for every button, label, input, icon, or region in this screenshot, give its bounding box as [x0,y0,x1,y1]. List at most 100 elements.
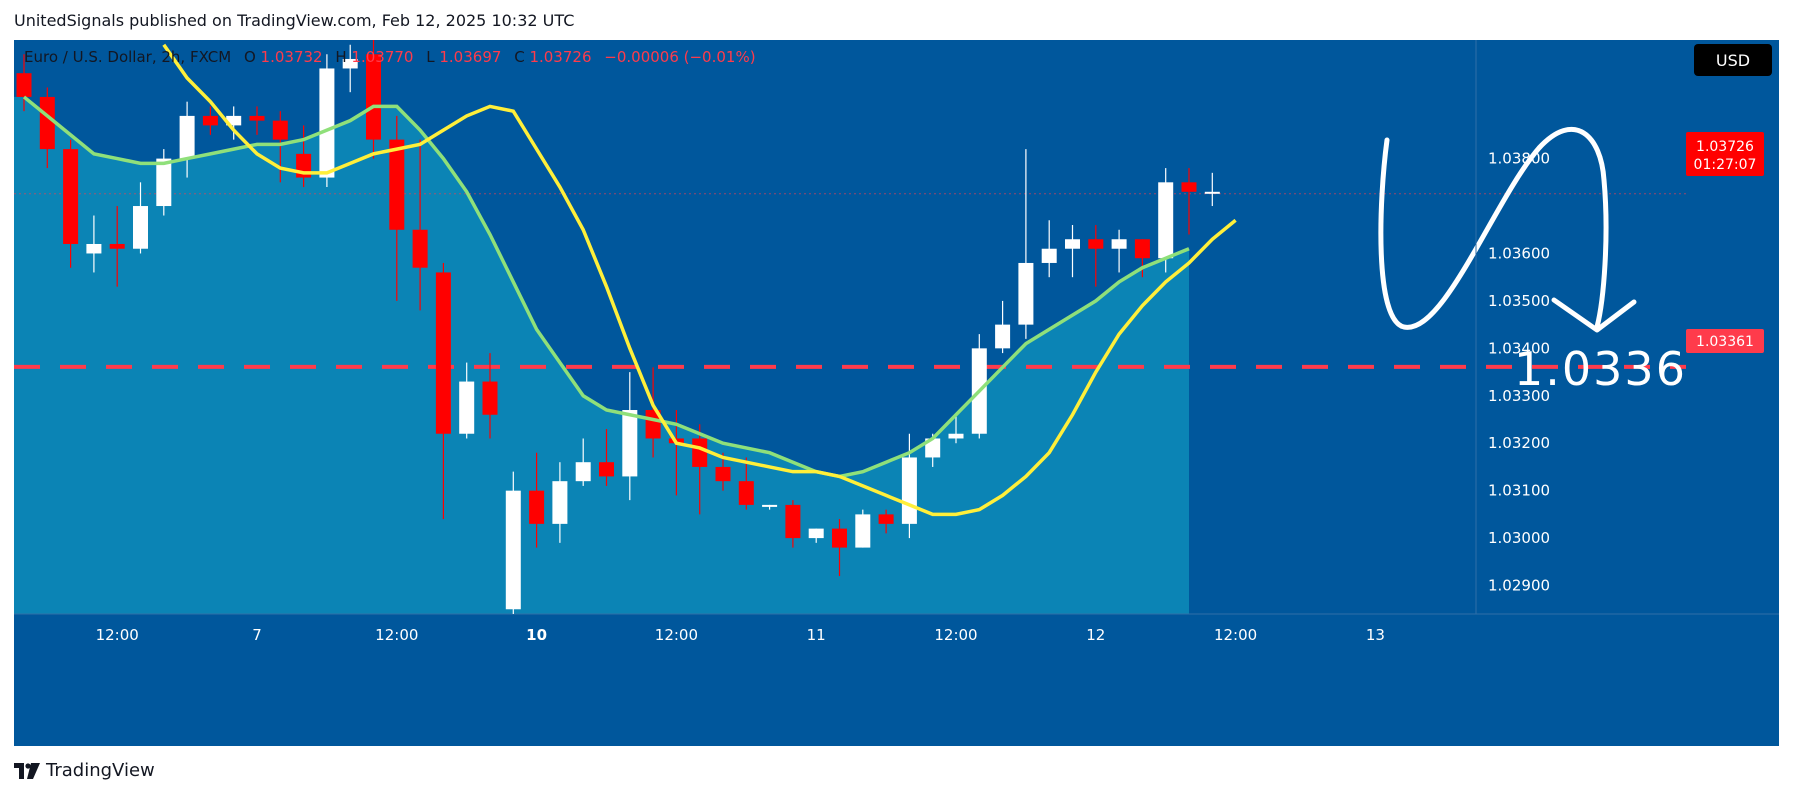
time-tick-label: 12:00 [96,626,139,644]
candle-body [552,481,568,524]
footer-brand: TradingView [46,760,155,781]
candle-body [249,115,265,121]
legend-open-value: 1.03732 [261,48,323,66]
time-tick-label: 12:00 [655,626,698,644]
chart-area[interactable]: 1.0336 Euro / U.S. Dollar, 2h, FXCM O 1.… [14,40,1779,746]
candle-body [109,243,125,249]
candle-body [1041,248,1057,263]
candle-body [901,457,917,524]
level-price-label: 1.03361 [1686,329,1764,353]
currency-button-label: USD [1716,51,1750,70]
projection-arrowhead-icon [1551,297,1637,333]
candle-body [1088,239,1104,249]
candle-body [202,115,218,126]
publish-header: UnitedSignals published on TradingView.c… [14,11,575,30]
last-price-label: 1.03726 01:27:07 [1686,132,1764,176]
tradingview-logo-icon [14,762,40,779]
legend-low-label: L [426,48,435,66]
candle-body [1134,239,1150,259]
candle-body [412,229,428,268]
candle-body [86,243,102,254]
candle-body [179,115,195,159]
price-axis[interactable]: 1.02900 1.03000 1.03100 1.03200 1.03300 1.034… [1475,40,1550,614]
legend-close-label: C [514,48,524,66]
band-area [14,96,1189,615]
time-tick-label: 11 [807,626,826,644]
candle-body [435,272,451,434]
time-tick-label: 12 [1086,626,1105,644]
candle-body [1204,191,1220,194]
chart-svg[interactable]: 1.0336 Euro / U.S. Dollar, 2h, FXCM O 1.… [14,40,1779,746]
time-axis[interactable]: 12:00 7 12:00 10 12:00 11 12:00 12 12:00 13 [96,626,1385,644]
projection-arrow-path [1378,126,1609,330]
candle-body [878,514,894,524]
candle-body [692,438,708,467]
bar-countdown: 01:27:07 [1694,157,1757,173]
candle-body [63,149,79,244]
time-tick-label: 12:00 [1214,626,1257,644]
legend-open-label: O [244,48,256,66]
candle-body [808,528,824,539]
price-tick-label: 1.02900 [1488,577,1550,595]
candle-body [715,466,731,482]
candle-body [1181,182,1197,192]
candle-body [482,381,498,415]
time-tick-label: 13 [1366,626,1385,644]
last-price-value: 1.03726 [1696,139,1754,155]
time-tick-label: 7 [252,626,262,644]
fast-average-line [162,43,1237,517]
footer: TradingView [14,760,155,781]
candle-body [599,462,614,477]
candle-body [16,73,32,97]
price-tick-label: 1.03400 [1488,339,1550,357]
candle-body [1065,239,1080,249]
candle-body [319,68,335,178]
price-tick-label: 1.03000 [1488,529,1550,547]
level-layer [14,193,1686,369]
time-tick-label: 12:00 [375,626,418,644]
band-layer [14,96,1779,746]
price-tick-label: 1.03100 [1488,482,1550,500]
price-tick-label: 1.03200 [1488,434,1550,452]
candle-body [948,433,964,439]
candle-body [342,58,358,69]
candle-body [389,139,405,230]
candle-layer [16,40,1220,614]
legend-high-label: H [335,48,346,66]
target-annotation: 1.0336 [1514,342,1687,396]
annotation-layer: 1.0336 [1378,126,1687,396]
axis-strip [14,614,1779,746]
time-tick-label: 10 [526,626,547,644]
slow-average-line [22,95,1190,479]
ema-layer [22,43,1237,517]
candle-body [855,514,871,548]
candle-body [832,528,847,548]
candle-body [133,206,148,249]
level-price-value: 1.03361 [1696,334,1754,350]
price-tick-label: 1.03500 [1488,292,1550,310]
candle-body [226,115,242,126]
candle-body [762,504,778,507]
legend-low-value: 1.03697 [439,48,501,66]
legend-symbol: Euro / U.S. Dollar, 2h, FXCM [24,48,231,66]
ohlc-legend: Euro / U.S. Dollar, 2h, FXCM O 1.03732 H… [24,48,756,66]
candle-body [459,381,475,434]
candle-body [622,410,638,477]
price-tick-label: 1.03600 [1488,244,1550,262]
candle-body [39,96,55,150]
legend-close-value: 1.03726 [529,48,591,66]
legend-change: −0.00006 (−0.01%) [604,48,755,66]
candle-body [156,158,172,207]
candle-body [1158,182,1174,259]
candle-body [925,438,941,458]
candle-body [1018,262,1034,325]
candle-body [1111,239,1127,249]
currency-button[interactable]: USD [1694,44,1772,76]
candle-body [366,54,381,140]
time-tick-label: 12:00 [934,626,977,644]
svg-text:Euro / U.S. Dollar, 2h, FXCM: Euro / U.S. Dollar, 2h, FXCM O 1.03732 H… [24,48,756,66]
candle-body [785,504,801,539]
candle-body [738,481,754,505]
candle-body [272,120,288,140]
legend-high-value: 1.03770 [351,48,413,66]
